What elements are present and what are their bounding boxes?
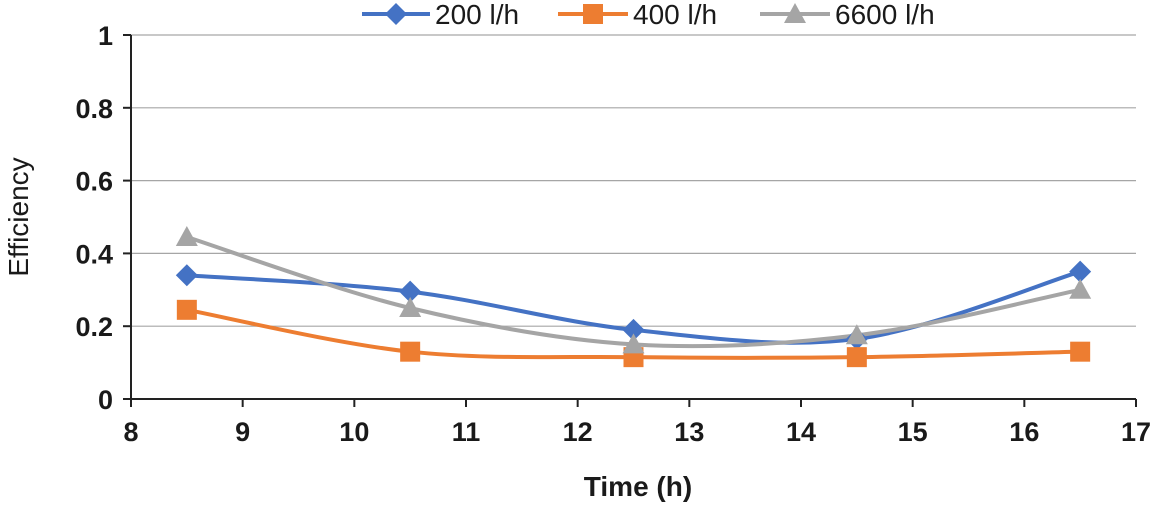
data-point: [845, 324, 868, 345]
data-point: [175, 264, 198, 287]
y-tick-label: 0.8: [75, 94, 113, 124]
legend-marker: [385, 3, 407, 25]
x-tick-label: 8: [123, 417, 138, 447]
data-point: [176, 299, 197, 320]
y-tick-label: 0.6: [75, 167, 113, 197]
series-markers: [175, 226, 1092, 368]
x-tick-label: 15: [898, 417, 928, 447]
x-tick-label: 10: [339, 417, 369, 447]
x-axis-title: Time (h): [584, 471, 692, 502]
legend-label: 400 l/h: [633, 0, 717, 30]
legend-label: 200 l/h: [435, 0, 519, 30]
x-tick-label: 9: [235, 417, 250, 447]
y-tick-label: 1: [98, 21, 113, 51]
legend-marker: [583, 4, 603, 24]
data-point: [846, 347, 867, 368]
data-point: [1069, 278, 1092, 299]
y-tick-label: 0: [98, 385, 113, 415]
x-tick-label: 17: [1121, 417, 1151, 447]
x-tick-label: 14: [786, 417, 816, 447]
x-tick-label: 16: [1009, 417, 1039, 447]
data-point: [399, 297, 422, 317]
y-tick-label: 0.4: [75, 239, 113, 269]
data-point: [622, 333, 645, 354]
gridlines: [131, 34, 1136, 327]
x-tick-label: 13: [674, 417, 704, 447]
data-point: [175, 226, 198, 247]
legend-marker: [784, 3, 806, 23]
data-point: [622, 318, 645, 341]
x-tick-label: 12: [563, 417, 593, 447]
data-point: [1069, 260, 1092, 283]
y-axis-title: Efficiency: [3, 157, 34, 276]
legend-label: 6600 l/h: [835, 0, 935, 30]
data-point: [399, 280, 422, 303]
legend: 200 l/h 400 l/h 6600 l/h: [362, 0, 935, 30]
y-tick-label: 0.2: [75, 312, 113, 342]
x-tick-label: 11: [452, 417, 481, 447]
data-point: [1070, 341, 1091, 362]
axes: 0 0.2 0.4 0.6 0.8 1 8 9 10 11 12 13 14 15 16 17: [75, 21, 1151, 447]
data-point: [400, 341, 421, 362]
